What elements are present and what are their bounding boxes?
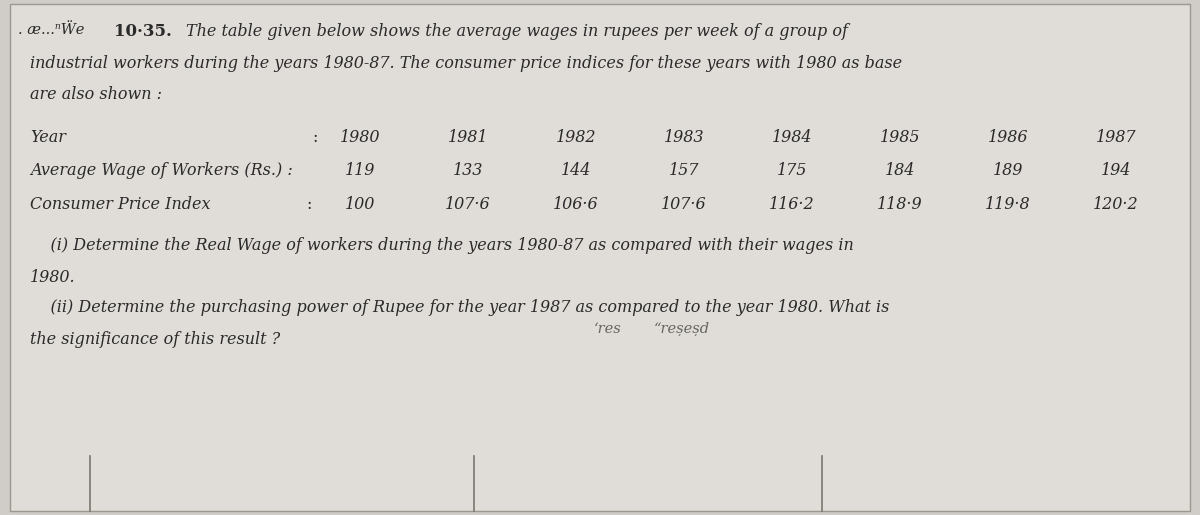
Text: :: : [312, 129, 317, 146]
Text: . æ...ⁿẄe: . æ...ⁿẄe [18, 23, 89, 37]
Text: 133: 133 [452, 162, 484, 179]
Text: 107·6: 107·6 [661, 196, 707, 213]
Text: The table given below shows the average wages in rupees per week of a group of: The table given below shows the average … [186, 23, 848, 40]
Text: 118·9: 118·9 [877, 196, 923, 213]
Text: 10·35.: 10·35. [114, 23, 172, 40]
Text: 1984: 1984 [772, 129, 812, 146]
Text: 157: 157 [668, 162, 700, 179]
Text: the significance of this result ?: the significance of this result ? [30, 331, 281, 348]
Text: (ii) Determine the purchasing power of Rupee for the year 1987 as compared to th: (ii) Determine the purchasing power of R… [30, 299, 889, 316]
Text: 1981: 1981 [448, 129, 488, 146]
Text: 194: 194 [1100, 162, 1132, 179]
Text: Average Wage of Workers (Rs.) :: Average Wage of Workers (Rs.) : [30, 162, 293, 179]
Text: 1980: 1980 [340, 129, 380, 146]
Text: 1982: 1982 [556, 129, 596, 146]
Text: Consumer Price Index: Consumer Price Index [30, 196, 210, 213]
Text: 1985: 1985 [880, 129, 920, 146]
Text: 119: 119 [344, 162, 376, 179]
Text: 116·2: 116·2 [769, 196, 815, 213]
Text: (i) Determine the Real Wage of workers during the years 1980-87 as compared with: (i) Determine the Real Wage of workers d… [30, 237, 853, 254]
Text: 175: 175 [776, 162, 808, 179]
Text: 1986: 1986 [988, 129, 1028, 146]
Text: :: : [306, 196, 311, 213]
Text: 119·8: 119·8 [985, 196, 1031, 213]
Text: 106·6: 106·6 [553, 196, 599, 213]
Text: 1980.: 1980. [30, 269, 76, 286]
Text: 1987: 1987 [1096, 129, 1136, 146]
Text: 1983: 1983 [664, 129, 704, 146]
FancyBboxPatch shape [10, 4, 1190, 511]
Text: Year: Year [30, 129, 66, 146]
Text: industrial workers during the years 1980-87. The consumer price indices for thes: industrial workers during the years 1980… [30, 55, 902, 72]
Text: 144: 144 [560, 162, 592, 179]
Text: ‘res: ‘res [594, 322, 622, 336]
Text: are also shown :: are also shown : [30, 86, 162, 103]
Text: “reșeșd: “reșeșd [654, 322, 710, 336]
Text: 184: 184 [884, 162, 916, 179]
Text: 107·6: 107·6 [445, 196, 491, 213]
Text: 100: 100 [344, 196, 376, 213]
Text: 120·2: 120·2 [1093, 196, 1139, 213]
Text: 189: 189 [992, 162, 1024, 179]
